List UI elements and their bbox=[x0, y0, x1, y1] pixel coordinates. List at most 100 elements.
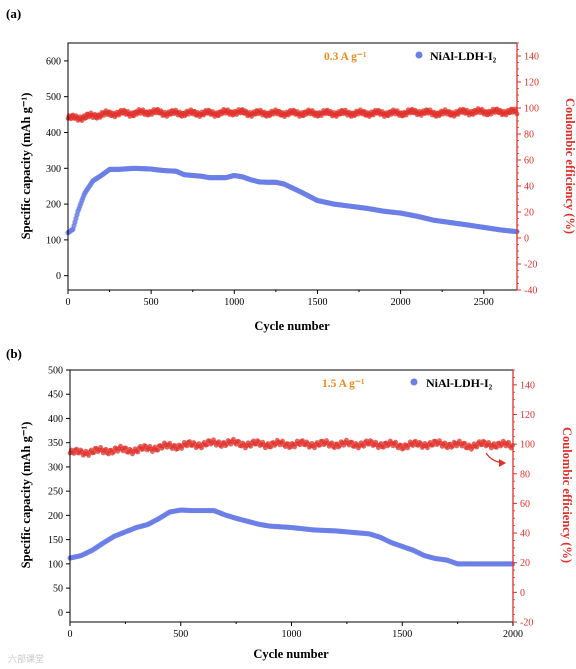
ce-point bbox=[413, 438, 418, 444]
y-left-tick-label: 100 bbox=[48, 559, 63, 570]
ce-point bbox=[199, 445, 204, 451]
ce-point bbox=[300, 438, 305, 444]
x-axis-title-a: Cycle number bbox=[254, 319, 330, 333]
ce-point bbox=[135, 449, 141, 455]
x-axis-title-b: Cycle number bbox=[253, 647, 329, 661]
y-left-axis-title-a: Specific capacity (mAh g⁻¹) bbox=[19, 93, 33, 240]
ce-point bbox=[204, 442, 210, 448]
y-right-tick-label: 40 bbox=[520, 529, 530, 540]
rate-label-a: 0.3 A g⁻¹ bbox=[324, 51, 366, 63]
y-left-tick-label: 0 bbox=[58, 608, 63, 619]
ce-point bbox=[248, 443, 254, 449]
y-left-tick-label: 250 bbox=[48, 487, 63, 498]
y-left-tick-label: 300 bbox=[48, 462, 63, 473]
series-coulombic-efficiency-a bbox=[65, 106, 520, 124]
y-right-tick-label: 80 bbox=[520, 469, 530, 480]
y-right-tick-label: -20 bbox=[520, 618, 533, 629]
y-right-tick-label: 120 bbox=[520, 410, 535, 421]
y-left-tick-label: 200 bbox=[48, 511, 63, 522]
y-right-tick-label: 60 bbox=[520, 499, 530, 510]
x-tick-label: 500 bbox=[173, 629, 188, 640]
ce-point bbox=[494, 444, 500, 450]
series-coulombic-efficiency-b bbox=[67, 436, 515, 458]
legend-marker-a bbox=[415, 51, 423, 59]
x-ticks-a: 0 500 1000 1500 2000 2500 bbox=[66, 290, 494, 308]
watermark: 六部课堂 bbox=[8, 653, 44, 665]
y-left-ticks-a: 0 100 200 300 400 500 600 bbox=[46, 56, 68, 282]
panel-b: (b) 1.5 A g⁻¹ NiAl-LDH-I₂ 0 500 1000 1500 20… bbox=[6, 346, 574, 661]
series-capacity-b bbox=[67, 507, 516, 567]
panel-label-a: (a) bbox=[6, 6, 21, 21]
y-right-tick-label: 60 bbox=[524, 156, 534, 167]
x-tick-label: 1000 bbox=[224, 297, 244, 308]
legend-label-b: NiAl-LDH-I₂ bbox=[426, 376, 493, 390]
ce-point bbox=[474, 444, 480, 450]
x-tick-label: 500 bbox=[144, 297, 159, 308]
x-tick-label: 2500 bbox=[474, 297, 494, 308]
y-right-tick-label: 100 bbox=[524, 104, 539, 115]
ce-point bbox=[381, 444, 387, 450]
plot-frame-b bbox=[69, 369, 514, 623]
ce-point bbox=[361, 443, 367, 449]
y-right-tick-label: 140 bbox=[524, 52, 539, 63]
ce-point bbox=[268, 444, 274, 450]
ce-point bbox=[317, 442, 323, 448]
ce-point bbox=[187, 439, 193, 444]
y-right-tick-label: 120 bbox=[524, 78, 539, 89]
x-tick-label: 0 bbox=[66, 297, 71, 308]
y-right-tick-label: 140 bbox=[520, 380, 535, 391]
y-left-tick-label: 300 bbox=[46, 164, 61, 175]
y-right-tick-label: 0 bbox=[520, 588, 525, 599]
rate-label-b: 1.5 A g⁻¹ bbox=[322, 378, 364, 390]
y-right-ticks-b: -20 0 20 40 60 80 100 120 140 bbox=[513, 369, 535, 629]
y-right-tick-label: -20 bbox=[524, 260, 537, 271]
y-right-tick-label: 20 bbox=[524, 208, 534, 219]
y-right-tick-label: 100 bbox=[520, 440, 535, 451]
panel-a: (a) 0.3 A g⁻¹ NiAl-LDH-I₂ 0 500 1000 1500 20… bbox=[6, 6, 576, 333]
x-tick-label: 1500 bbox=[392, 629, 412, 640]
y-left-tick-label: 150 bbox=[48, 535, 63, 546]
ce-point bbox=[462, 440, 468, 446]
ce-point bbox=[236, 439, 242, 444]
y-left-tick-label: 200 bbox=[46, 200, 61, 211]
x-tick-label: 0 bbox=[68, 629, 73, 640]
ce-point bbox=[216, 439, 222, 445]
y-left-tick-label: 400 bbox=[46, 128, 61, 139]
ce-point bbox=[280, 438, 286, 444]
ce-point bbox=[86, 453, 92, 458]
ce-point bbox=[91, 450, 97, 455]
ce-arrowhead-b bbox=[499, 459, 506, 467]
ce-point bbox=[442, 440, 448, 446]
ce-point bbox=[398, 442, 404, 448]
panel-label-b: (b) bbox=[6, 346, 22, 361]
x-tick-label: 1500 bbox=[307, 297, 327, 308]
y-left-tick-label: 450 bbox=[48, 390, 63, 401]
ce-point bbox=[103, 446, 109, 452]
ce-point bbox=[74, 446, 80, 452]
ce-point bbox=[506, 439, 511, 445]
ce-point bbox=[349, 439, 355, 445]
y-right-tick-label: 0 bbox=[524, 234, 529, 245]
x-tick-label: 2000 bbox=[503, 629, 523, 640]
y-left-ticks-b: 0 50 100 150 200 250 300 350 400 450 500 bbox=[48, 366, 70, 619]
y-right-axis-title-a: Coulombic efficiency (%) bbox=[563, 98, 576, 234]
y-left-tick-label: 350 bbox=[48, 438, 63, 449]
ce-point bbox=[167, 440, 173, 446]
y-left-tick-label: 600 bbox=[46, 56, 61, 67]
y-left-axis-title-b: Specific capacity (mAh g⁻¹) bbox=[19, 422, 33, 569]
y-right-ticks-a: -40 -20 0 20 40 60 80 100 120 140 bbox=[517, 42, 539, 297]
legend-label-a: NiAl-LDH-I₂ bbox=[430, 49, 497, 63]
y-right-tick-label: 40 bbox=[524, 182, 534, 193]
y-left-tick-label: 50 bbox=[53, 584, 63, 595]
ce-point bbox=[393, 439, 399, 445]
legend-marker-b bbox=[410, 378, 418, 386]
y-right-tick-label: 20 bbox=[520, 558, 530, 569]
y-right-axis-title-b: Coulombic efficiency (%) bbox=[560, 427, 574, 563]
x-tick-label: 2000 bbox=[391, 297, 411, 308]
y-right-tick-label: 80 bbox=[524, 130, 534, 141]
y-right-tick-label: -40 bbox=[524, 286, 537, 297]
y-left-tick-label: 500 bbox=[46, 92, 61, 103]
ce-point bbox=[155, 447, 161, 453]
series-capacity-a bbox=[65, 165, 520, 236]
